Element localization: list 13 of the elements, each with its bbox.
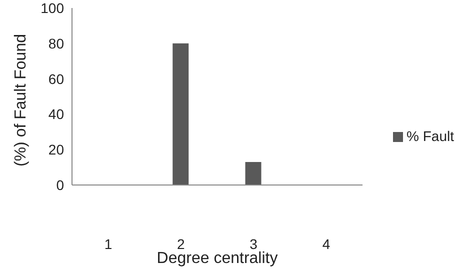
y-tick-label: 60 [48,70,64,87]
x-axis-title: Degree centrality [156,250,278,267]
y-axis-title: (%) of Fault Found [12,34,30,166]
x-tick-label: 4 [322,236,330,252]
y-tick-label: 100 [40,0,64,16]
x-tick-label: 3 [250,236,258,252]
y-tick-label: 80 [48,35,64,52]
y-tick-label: 40 [48,106,64,122]
x-tick-label: 2 [177,236,186,252]
legend-label: % Fault [406,128,454,144]
y-tick-label: 20 [48,142,64,158]
y-tick-label: 0 [56,176,64,193]
x-tick-label: 1 [104,236,112,252]
